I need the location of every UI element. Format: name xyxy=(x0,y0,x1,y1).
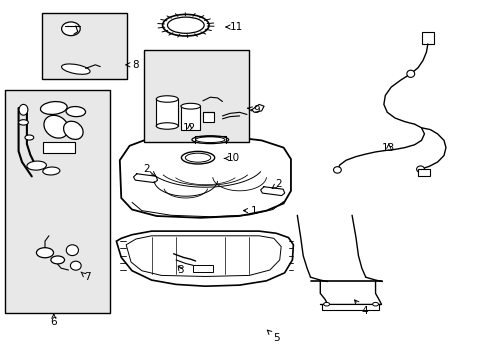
Bar xyxy=(193,265,212,272)
Text: 3: 3 xyxy=(177,265,184,275)
Bar xyxy=(156,99,178,126)
Ellipse shape xyxy=(25,135,34,140)
Ellipse shape xyxy=(66,245,78,256)
Polygon shape xyxy=(120,135,290,218)
Ellipse shape xyxy=(41,102,67,114)
Text: 2: 2 xyxy=(143,164,155,176)
Ellipse shape xyxy=(372,302,378,306)
Ellipse shape xyxy=(70,261,81,270)
Bar xyxy=(203,112,213,122)
Text: 12: 12 xyxy=(183,123,196,133)
Ellipse shape xyxy=(63,121,83,139)
Text: 1: 1 xyxy=(243,206,257,216)
Text: 8: 8 xyxy=(125,60,139,70)
Ellipse shape xyxy=(156,96,178,102)
Ellipse shape xyxy=(19,104,28,115)
Text: 6: 6 xyxy=(50,314,57,327)
Bar xyxy=(321,304,379,310)
Ellipse shape xyxy=(44,115,68,138)
Ellipse shape xyxy=(66,107,85,117)
Ellipse shape xyxy=(156,123,178,129)
Bar xyxy=(421,32,433,44)
Ellipse shape xyxy=(61,22,80,36)
Ellipse shape xyxy=(181,151,214,164)
Text: 2: 2 xyxy=(272,179,282,189)
Ellipse shape xyxy=(333,167,341,173)
Ellipse shape xyxy=(27,161,46,170)
Ellipse shape xyxy=(36,248,53,258)
Ellipse shape xyxy=(181,103,200,109)
Ellipse shape xyxy=(323,302,329,306)
Text: 9: 9 xyxy=(247,105,260,115)
Polygon shape xyxy=(116,231,293,286)
Bar xyxy=(417,169,429,176)
Bar xyxy=(144,50,249,142)
Polygon shape xyxy=(126,236,281,276)
Ellipse shape xyxy=(162,14,209,36)
Ellipse shape xyxy=(195,137,224,143)
Ellipse shape xyxy=(167,17,204,33)
Bar xyxy=(5,90,110,313)
Ellipse shape xyxy=(406,70,414,77)
Bar xyxy=(181,106,200,130)
Ellipse shape xyxy=(61,64,90,74)
Ellipse shape xyxy=(191,136,228,144)
Text: 10: 10 xyxy=(224,153,240,163)
Text: 13: 13 xyxy=(381,143,395,153)
Text: 7: 7 xyxy=(81,272,90,282)
Bar xyxy=(41,13,127,79)
Bar xyxy=(43,142,75,153)
Ellipse shape xyxy=(19,120,28,125)
Ellipse shape xyxy=(185,153,210,162)
Text: 4: 4 xyxy=(354,300,367,316)
Ellipse shape xyxy=(416,166,424,172)
Ellipse shape xyxy=(43,167,60,175)
Text: 11: 11 xyxy=(225,22,243,32)
Text: 5: 5 xyxy=(267,330,279,343)
Ellipse shape xyxy=(51,256,64,264)
